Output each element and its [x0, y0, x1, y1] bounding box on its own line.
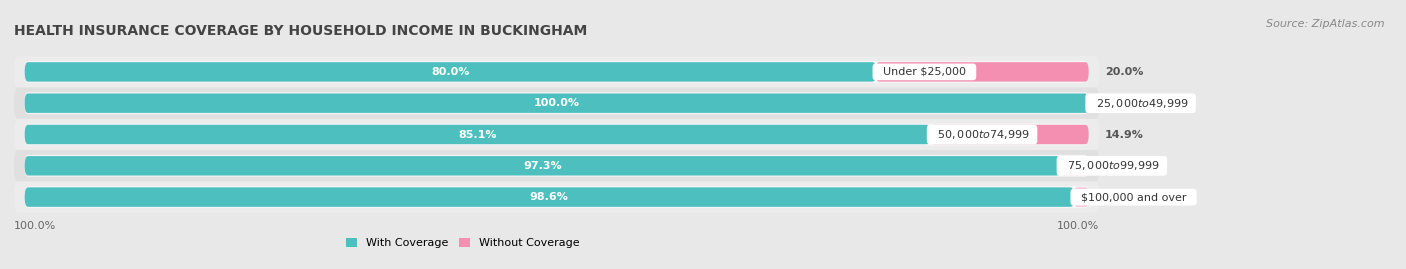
FancyBboxPatch shape: [25, 123, 1088, 146]
Text: 100.0%: 100.0%: [1057, 221, 1099, 231]
Text: 97.3%: 97.3%: [523, 161, 561, 171]
FancyBboxPatch shape: [1074, 187, 1088, 207]
Legend: With Coverage, Without Coverage: With Coverage, Without Coverage: [342, 233, 585, 253]
Text: 80.0%: 80.0%: [432, 67, 470, 77]
FancyBboxPatch shape: [25, 62, 876, 82]
FancyBboxPatch shape: [25, 187, 1074, 207]
Text: 0.0%: 0.0%: [1105, 98, 1135, 108]
FancyBboxPatch shape: [25, 125, 931, 144]
Text: $25,000 to $49,999: $25,000 to $49,999: [1088, 97, 1192, 110]
Text: 100.0%: 100.0%: [14, 221, 56, 231]
Text: 85.1%: 85.1%: [458, 129, 496, 140]
Text: $75,000 to $99,999: $75,000 to $99,999: [1060, 159, 1164, 172]
FancyBboxPatch shape: [25, 155, 1088, 177]
FancyBboxPatch shape: [14, 182, 1099, 213]
Text: 2.7%: 2.7%: [1105, 161, 1136, 171]
FancyBboxPatch shape: [931, 125, 1088, 144]
Text: 20.0%: 20.0%: [1105, 67, 1143, 77]
Text: Under $25,000: Under $25,000: [876, 67, 973, 77]
FancyBboxPatch shape: [25, 186, 1088, 208]
FancyBboxPatch shape: [14, 119, 1099, 150]
FancyBboxPatch shape: [25, 94, 1088, 113]
Text: $50,000 to $74,999: $50,000 to $74,999: [931, 128, 1033, 141]
FancyBboxPatch shape: [25, 61, 1088, 83]
Text: HEALTH INSURANCE COVERAGE BY HOUSEHOLD INCOME IN BUCKINGHAM: HEALTH INSURANCE COVERAGE BY HOUSEHOLD I…: [14, 23, 588, 38]
FancyBboxPatch shape: [14, 56, 1099, 87]
Text: 14.9%: 14.9%: [1105, 129, 1143, 140]
Text: 100.0%: 100.0%: [534, 98, 579, 108]
FancyBboxPatch shape: [14, 87, 1099, 119]
Text: 1.4%: 1.4%: [1105, 192, 1136, 202]
Text: $100,000 and over: $100,000 and over: [1074, 192, 1194, 202]
FancyBboxPatch shape: [14, 150, 1099, 182]
FancyBboxPatch shape: [25, 156, 1060, 175]
Text: 98.6%: 98.6%: [530, 192, 568, 202]
FancyBboxPatch shape: [25, 92, 1088, 114]
FancyBboxPatch shape: [876, 62, 1088, 82]
Text: Source: ZipAtlas.com: Source: ZipAtlas.com: [1267, 19, 1385, 29]
FancyBboxPatch shape: [1060, 156, 1088, 175]
